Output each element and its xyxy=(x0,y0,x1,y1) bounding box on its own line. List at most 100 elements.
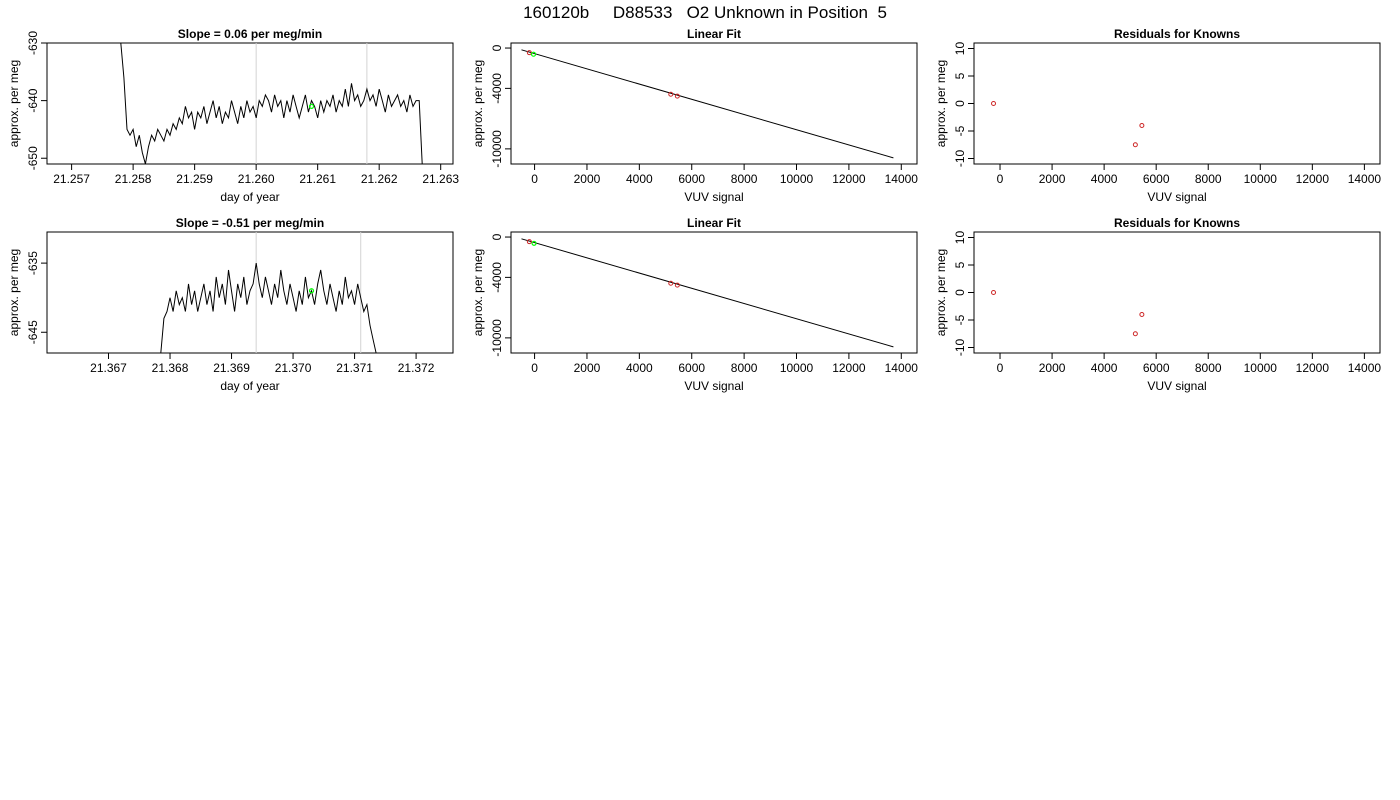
y-tick-label: 5 xyxy=(953,261,967,268)
plot-title: Linear Fit xyxy=(687,216,741,230)
plot-area xyxy=(991,290,1145,337)
y-tick-label: -10000 xyxy=(490,130,504,168)
x-tick-label: 4000 xyxy=(626,361,653,375)
y-axis-label: approx. per meg xyxy=(934,249,948,336)
x-tick-label: 6000 xyxy=(1143,172,1170,186)
x-tick-label: 12000 xyxy=(1296,172,1330,186)
mean-marker xyxy=(308,103,315,109)
known-point xyxy=(991,101,997,106)
x-tick-label: 12000 xyxy=(1296,361,1330,375)
x-tick-label: 21.368 xyxy=(152,361,189,375)
plot-frame xyxy=(510,231,918,354)
x-tick-label: 21.257 xyxy=(53,172,90,186)
plot-frame xyxy=(46,42,454,165)
y-tick-label: -640 xyxy=(26,88,40,112)
x-tick-label: 21.258 xyxy=(115,172,152,186)
known-point xyxy=(1139,312,1145,317)
known-point xyxy=(674,282,680,288)
plot-area xyxy=(991,101,1145,148)
x-tick-label: 8000 xyxy=(731,172,758,186)
x-tick-label: 21.261 xyxy=(299,172,336,186)
plot-title: Residuals for Knowns xyxy=(1114,216,1240,230)
x-tick-label: 14000 xyxy=(885,172,919,186)
y-tick-label: -4000 xyxy=(490,73,504,104)
x-tick-label: 10000 xyxy=(780,361,814,375)
plot-area xyxy=(120,43,423,164)
x-axis-label: VUV signal xyxy=(684,379,743,393)
known-point xyxy=(526,239,532,245)
x-tick-label: 21.260 xyxy=(238,172,275,186)
y-axis-label: approx. per meg xyxy=(471,249,485,336)
panel-p12: Linear Fit 0 2000 4000 6000 8000 10000 12000 140… xyxy=(471,27,918,204)
x-tick-label: 4000 xyxy=(626,172,653,186)
known-point xyxy=(668,280,674,286)
x-tick-label: 21.371 xyxy=(336,361,373,375)
x-tick-label: 6000 xyxy=(1143,361,1170,375)
y-tick-label: -5 xyxy=(953,314,967,325)
x-tick-label: 4000 xyxy=(1091,361,1118,375)
series-line xyxy=(160,263,377,353)
plot-frame xyxy=(46,231,454,354)
known-point xyxy=(991,290,997,295)
fit-line xyxy=(521,238,894,348)
x-tick-label: 21.370 xyxy=(275,361,312,375)
x-tick-label: 14000 xyxy=(1348,361,1382,375)
plot-grid: Slope = 0.06 per meg/min 21.257 21.258 21.2… xyxy=(7,27,1381,393)
y-axis-label: approx. per meg xyxy=(7,60,21,147)
plot-frame xyxy=(973,231,1381,354)
unknown-point xyxy=(531,240,537,246)
known-point xyxy=(668,91,674,97)
x-tick-label: 14000 xyxy=(885,361,919,375)
plot-area xyxy=(160,232,377,353)
page-title: 160120b D88533 O2 Unknown in Position 5 xyxy=(523,3,887,22)
unknown-point xyxy=(530,51,537,57)
y-axis-label: approx. per meg xyxy=(7,249,21,336)
y-tick-label: 10 xyxy=(953,231,967,245)
y-tick-label: -4000 xyxy=(490,262,504,293)
panel-p11: Slope = 0.06 per meg/min 21.257 21.258 21.2… xyxy=(7,27,459,204)
x-tick-label: 21.372 xyxy=(398,361,435,375)
mean-marker xyxy=(308,288,315,294)
y-tick-label: -10 xyxy=(953,339,967,357)
plot-frame xyxy=(973,42,1381,165)
plot-title: Slope = -0.51 per meg/min xyxy=(176,216,324,230)
y-tick-label: 10 xyxy=(953,42,967,56)
y-axis-label: approx. per meg xyxy=(471,60,485,147)
x-tick-label: 2000 xyxy=(1039,361,1066,375)
x-tick-label: 12000 xyxy=(832,172,866,186)
y-tick-label: 0 xyxy=(953,100,967,107)
x-tick-label: 10000 xyxy=(1244,172,1278,186)
x-tick-label: 0 xyxy=(531,172,538,186)
x-tick-label: 2000 xyxy=(574,172,601,186)
x-tick-label: 8000 xyxy=(731,361,758,375)
x-tick-label: 0 xyxy=(997,361,1004,375)
x-tick-label: 2000 xyxy=(574,361,601,375)
series-line xyxy=(120,43,423,164)
x-tick-label: 10000 xyxy=(780,172,814,186)
plot-area xyxy=(521,49,894,159)
x-tick-label: 6000 xyxy=(678,172,705,186)
x-tick-label: 21.262 xyxy=(361,172,398,186)
x-tick-label: 10000 xyxy=(1244,361,1278,375)
plot-title: Slope = 0.06 per meg/min xyxy=(178,27,322,41)
x-tick-label: 12000 xyxy=(832,361,866,375)
known-point xyxy=(526,50,532,56)
y-tick-label: 0 xyxy=(953,289,967,296)
panel-p21: Slope = -0.51 per meg/min 21.367 21.368 21.… xyxy=(7,216,454,393)
x-axis-label: day of year xyxy=(220,379,279,393)
y-tick-label: -650 xyxy=(26,146,40,170)
y-tick-label: -10000 xyxy=(490,319,504,357)
x-tick-label: 8000 xyxy=(1195,172,1222,186)
x-tick-label: 2000 xyxy=(1039,172,1066,186)
x-axis-label: day of year xyxy=(220,190,279,204)
known-point xyxy=(1132,331,1138,337)
x-axis-label: VUV signal xyxy=(1147,379,1206,393)
y-tick-label: 0 xyxy=(490,233,504,240)
known-point xyxy=(674,93,680,99)
x-tick-label: 21.263 xyxy=(422,172,459,186)
x-tick-label: 6000 xyxy=(678,361,705,375)
y-tick-label: -10 xyxy=(953,150,967,168)
panel-p22: Linear Fit 0 2000 4000 6000 8000 10000 12000 140… xyxy=(471,216,918,393)
